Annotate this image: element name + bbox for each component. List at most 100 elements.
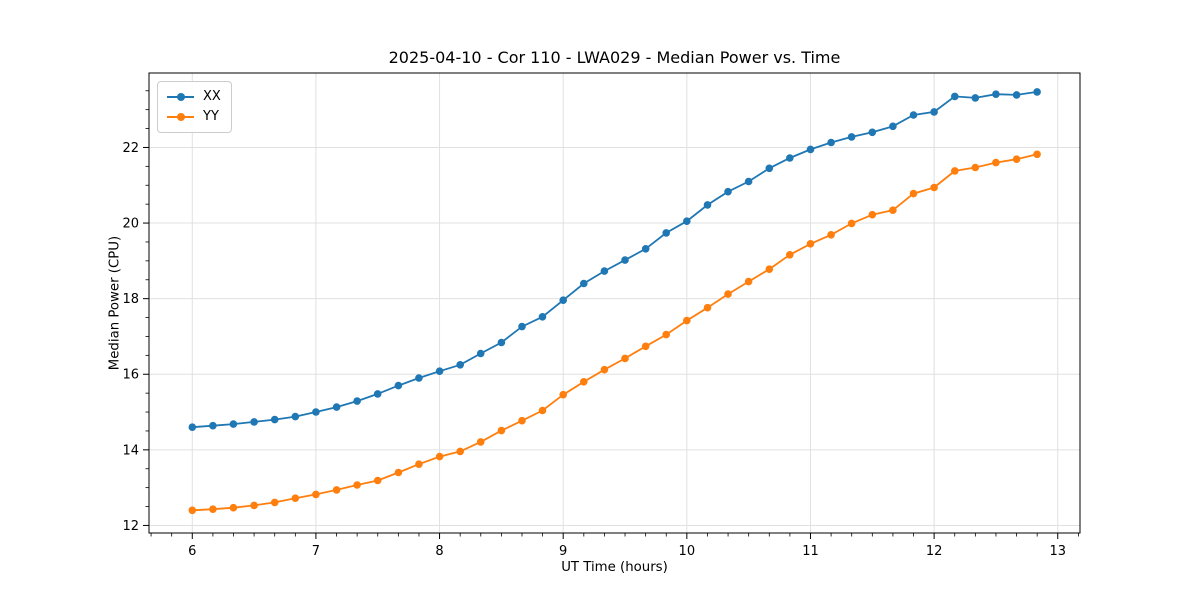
data-point-yy [456,447,465,456]
data-point-yy [1033,150,1041,159]
chart-title: 2025-04-10 - Cor 110 - LWA029 - Median P… [388,48,841,67]
data-point-xx [209,421,217,430]
x-tick-label: 12 [926,544,943,559]
data-point-xx [580,279,588,288]
series-line-xx [192,91,1038,429]
legend: XX YY [157,81,232,133]
y-axis-label: Median Power (CPU) [107,235,123,371]
data-point-xx [456,361,465,369]
data-point-yy [951,167,959,175]
data-point-yy [765,265,774,274]
data-point-yy [971,163,980,172]
legend-item-yy: YY [167,107,221,127]
data-point-xx [1012,91,1021,99]
y-tick-label: 12 [122,519,139,534]
data-point-xx [786,154,794,162]
data-point-yy [806,240,815,248]
data-point-yy [930,183,938,192]
data-point-xx [662,229,670,237]
x-tick-label: 9 [559,544,567,559]
data-point-xx [909,111,918,119]
data-point-xx [353,397,361,405]
data-point-yy [291,494,300,503]
data-point-xx [270,415,279,424]
data-point-yy [332,486,341,494]
data-point-yy [641,342,650,351]
y-tick-label: 20 [122,217,139,232]
data-point-yy [683,316,691,325]
data-point-xx [188,423,197,432]
data-point-xx [518,322,526,331]
data-point-yy [250,501,258,510]
y-tick-label: 16 [122,368,139,383]
data-point-yy [1012,155,1021,163]
series-line-yy [192,153,1038,512]
data-point-yy [229,503,238,512]
x-tick-label: 10 [679,544,696,559]
x-tick-label: 7 [312,544,320,559]
data-point-yy [703,303,712,312]
data-point-xx [600,267,609,275]
data-point-xx [435,367,444,376]
data-point-xx [847,133,856,141]
data-point-xx [889,122,897,131]
data-point-xx [476,349,485,358]
data-point-yy [786,251,794,259]
x-tick-label: 11 [802,544,819,559]
data-point-xx [229,420,238,428]
x-tick-label: 8 [435,544,443,559]
data-point-yy [209,505,217,513]
data-point-xx [827,138,835,147]
data-point-xx [765,164,774,173]
y-tick-label: 22 [122,141,139,156]
legend-label-xx: XX [203,89,221,104]
axes-spines [148,72,1081,534]
data-point-yy [559,390,567,399]
legend-label-yy: YY [203,109,219,124]
data-point-xx [971,94,980,102]
data-point-xx [703,201,712,209]
data-point-xx [291,412,300,421]
data-point-xx [497,338,506,347]
data-point-xx [992,90,1000,98]
data-point-yy [518,416,526,425]
data-point-yy [415,460,423,469]
x-tick-label: 6 [188,544,196,559]
data-point-yy [662,330,670,339]
data-point-yy [312,490,320,499]
data-point-xx [312,408,320,416]
data-point-yy [353,481,361,489]
x-tick-label: 13 [1049,544,1066,559]
data-point-yy [270,498,279,507]
data-point-yy [600,365,609,374]
data-point-yy [435,452,444,461]
data-point-xx [415,374,423,382]
data-point-xx [951,92,959,101]
data-point-xx [683,217,691,225]
data-point-yy [580,378,588,386]
data-point-xx [930,108,938,116]
data-point-yy [909,189,918,198]
data-point-xx [641,245,650,253]
y-tick-label: 14 [122,443,139,458]
data-point-xx [373,390,382,398]
data-point-yy [497,426,506,435]
data-point-xx [394,381,403,390]
data-point-yy [538,406,547,415]
data-point-xx [724,187,732,196]
data-point-yy [394,468,403,477]
data-point-xx [332,403,341,411]
data-point-xx [559,296,567,305]
data-point-yy [847,219,856,228]
legend-line-marker-xx [167,90,194,104]
data-point-yy [188,506,197,515]
data-point-yy [724,290,732,298]
data-point-xx [806,145,815,154]
data-point-xx [744,177,753,186]
data-point-yy [621,354,629,363]
legend-line-marker-yy [167,110,194,124]
data-point-yy [476,438,485,446]
data-point-yy [744,277,753,286]
